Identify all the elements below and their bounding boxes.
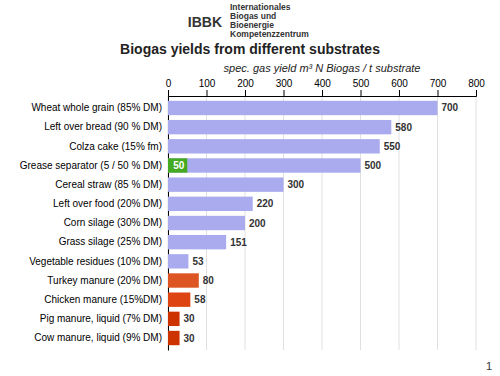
y-tick: Wheat whole grain (85% DM) — [31, 102, 168, 113]
bars — [168, 101, 438, 345]
x-tick-label: 0 — [166, 78, 172, 89]
y-tick: Grease separator (5 / 50 % DM) — [20, 160, 168, 171]
bar — [168, 312, 180, 326]
x-tick-label: 800 — [468, 78, 485, 89]
data-label: 151 — [230, 237, 247, 248]
x-tick-label: 200 — [237, 78, 254, 89]
x-axis: 0 100 200 300 400 500 600 700 800 — [166, 78, 486, 97]
y-tick: Colza cake (15% fm) — [69, 141, 168, 152]
x-tick-label: 400 — [314, 78, 331, 89]
y-tick-label: Colza cake (15% fm) — [69, 141, 162, 152]
data-label: 200 — [249, 218, 266, 229]
bar — [168, 101, 438, 115]
data-label: 30 — [184, 333, 196, 344]
x-tick: 400 — [314, 78, 331, 96]
data-label: 300 — [288, 179, 305, 190]
y-tick: Left over food (20% DM) — [53, 198, 168, 209]
x-tick-mark — [438, 90, 439, 96]
grid-line — [476, 96, 477, 350]
data-label: 500 — [365, 160, 382, 171]
grid — [168, 96, 476, 350]
x-tick-mark — [399, 90, 400, 96]
data-label: 550 — [384, 141, 401, 152]
bar — [168, 120, 391, 134]
x-tick-label: 100 — [199, 78, 216, 89]
grid-line — [437, 96, 438, 350]
bar — [168, 197, 253, 211]
x-tick: 0 — [166, 78, 172, 96]
data-label: 58 — [194, 294, 206, 305]
chart: IBBKInternationalesBiogas undBioenergieK… — [0, 0, 500, 376]
bar — [168, 235, 226, 249]
data-labels: 30 30 58 80 53 151200 220 300 500550 580 700 50 — [173, 102, 458, 343]
bar — [168, 158, 361, 172]
x-tick: 200 — [237, 78, 254, 96]
x-tick-label: 700 — [430, 78, 447, 89]
x-tick-mark — [207, 90, 208, 96]
y-tick-label: Left over bread (90 % DM) — [44, 121, 162, 132]
y-tick: Turkey manure (20% DM) — [47, 275, 168, 286]
y-tick-label: Pig manure, liquid (7% DM) — [40, 313, 162, 324]
title: Biogas yields from different substrates — [120, 41, 380, 57]
bar — [168, 273, 199, 287]
y-tick-label: Grease separator (5 / 50 % DM) — [20, 160, 162, 171]
data-label: 30 — [184, 313, 196, 324]
x-tick-mark — [361, 90, 362, 96]
bar — [168, 177, 284, 191]
x-tick: 700 — [430, 78, 447, 96]
y-tick: Corn silage (30% DM) — [64, 217, 168, 228]
logo-mark: IBBK — [188, 14, 222, 30]
y-tick: Chicken manure (15%DM) — [44, 294, 168, 305]
bar — [168, 254, 188, 268]
x-tick-mark — [245, 90, 246, 96]
x-tick: 600 — [391, 78, 408, 96]
data-label: 80 — [203, 275, 215, 286]
data-label: 700 — [442, 102, 459, 113]
data-label: 50 — [173, 160, 185, 171]
y-tick: Grass silage (25% DM) — [59, 236, 168, 247]
x-tick-label: 600 — [391, 78, 408, 89]
x-tick: 800 — [468, 78, 485, 96]
x-tick: 500 — [353, 78, 370, 96]
bar — [168, 216, 245, 230]
y-tick-label: Wheat whole grain (85% DM) — [31, 102, 162, 113]
x-tick: 300 — [276, 78, 293, 96]
data-label: 220 — [257, 198, 274, 209]
bar — [168, 139, 380, 153]
grid-line — [399, 96, 400, 350]
bar — [168, 331, 180, 345]
y-axis: Cow manure, liquid (9% DM) Pig manure, li… — [20, 97, 169, 351]
y-tick-label: Chicken manure (15%DM) — [44, 294, 162, 305]
y-tick-label: Cereal straw (85 % DM) — [55, 179, 162, 190]
y-tick-label: Grass silage (25% DM) — [59, 236, 162, 247]
x-tick-label: 500 — [353, 78, 370, 89]
y-tick: Pig manure, liquid (7% DM) — [40, 313, 168, 324]
x-axis-title: spec. gas yield m³ N Biogas / t substrat… — [224, 62, 421, 74]
x-axis-line — [169, 90, 477, 97]
y-tick: Cow manure, liquid (9% DM) — [34, 332, 168, 343]
page-number: 1 — [486, 360, 492, 372]
y-tick-label: Vegetable residues (10% DM) — [29, 256, 162, 267]
inner-bar — [168, 158, 187, 172]
y-tick-label: Corn silage (30% DM) — [64, 217, 162, 228]
x-tick-mark — [322, 90, 323, 96]
y-tick: Left over bread (90 % DM) — [44, 121, 168, 132]
data-label: 580 — [395, 122, 412, 133]
y-tick-label: Left over food (20% DM) — [53, 198, 162, 209]
bar — [168, 292, 190, 306]
x-tick: 100 — [199, 78, 216, 96]
y-tick-label: Cow manure, liquid (9% DM) — [34, 332, 162, 343]
plot: 0 100 200 300 400 500 600 700 800 Cow manure, liq… — [20, 78, 486, 351]
y-tick: Vegetable residues (10% DM) — [29, 256, 168, 267]
y-tick-label: Turkey manure (20% DM) — [47, 275, 162, 286]
x-tick-mark — [284, 90, 285, 96]
x-tick-mark — [476, 90, 477, 96]
x-tick-mark — [168, 90, 169, 96]
logo-text: Kompetenzzentrum — [230, 29, 309, 39]
x-tick-label: 300 — [276, 78, 293, 89]
y-tick: Cereal straw (85 % DM) — [55, 179, 168, 190]
data-label: 53 — [192, 256, 204, 267]
